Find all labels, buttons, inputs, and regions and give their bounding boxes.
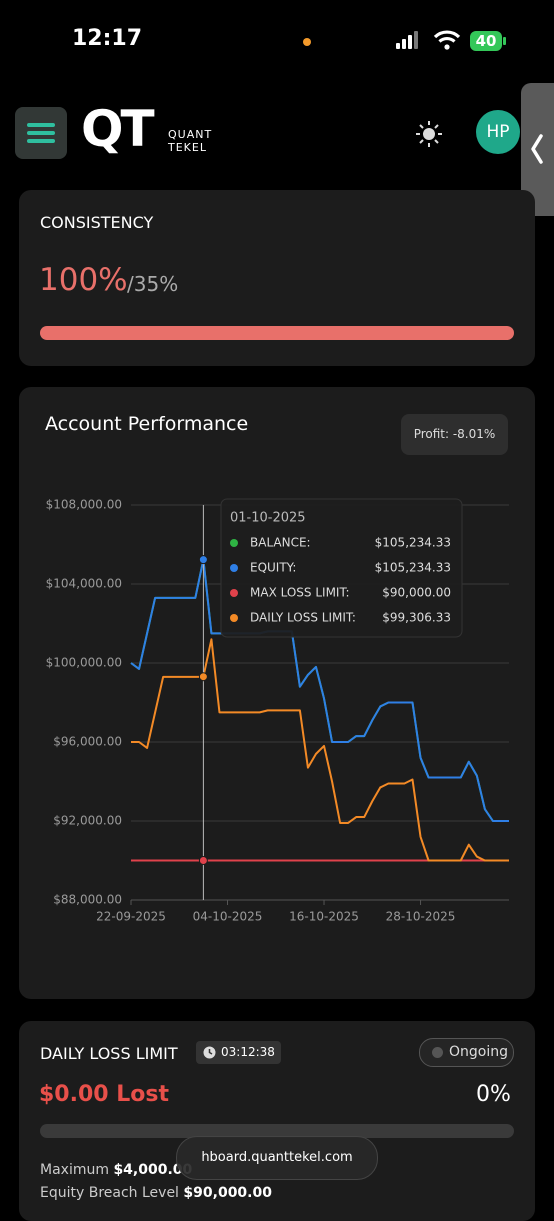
battery-tip [503, 37, 506, 45]
y-tick-label: $104,000.00 [46, 577, 122, 591]
breach-label: Equity Breach Level [40, 1185, 179, 1201]
maximum-value: $4,000.00 [113, 1162, 193, 1178]
card-title: CONSISTENCY [40, 213, 154, 232]
hover-point [198, 856, 208, 865]
signal-icon [396, 31, 418, 49]
y-tick-label: $88,000.00 [53, 893, 122, 907]
consistency-target: /35% [127, 272, 179, 296]
tooltip-swatch [230, 614, 238, 622]
profit-badge: Profit: -8.01% [401, 414, 508, 455]
breach-value: $90,000.00 [183, 1185, 272, 1201]
tooltip-swatch [230, 564, 238, 572]
status-chip: Ongoing [419, 1038, 514, 1067]
x-tick-label: 22-09-2025 [96, 910, 166, 924]
hover-point [198, 672, 208, 682]
tooltip-value: $105,234.33 [375, 536, 451, 550]
tooltip-label: BALANCE: [250, 536, 311, 550]
timer-chip: 03:12:38 [196, 1041, 281, 1064]
breach: Equity Breach Level $90,000.00 [40, 1185, 272, 1201]
status-time: 12:17 [72, 26, 143, 51]
y-tick-label: $100,000.00 [46, 656, 122, 670]
tooltip-label: EQUITY: [250, 561, 296, 575]
tooltip-swatch [230, 539, 238, 547]
series-line [131, 638, 509, 862]
x-tick-label: 04-10-2025 [193, 910, 263, 924]
logo: QT [81, 100, 155, 158]
menu-line [27, 131, 55, 135]
tooltip-value: $90,000.00 [382, 586, 451, 600]
maximum: Maximum $4,000.00 [40, 1162, 192, 1178]
card-title: Account Performance [45, 413, 249, 435]
url-bar[interactable]: hboard.quanttekel.com [176, 1136, 378, 1180]
progress-track [40, 1124, 514, 1138]
menu-line [27, 139, 55, 143]
menu-button[interactable] [15, 107, 67, 159]
chart: $88,000.00 $92,000.00 $96,000.00 $100,000.0… [46, 498, 509, 924]
performance-card: Account Performance Profit: -8.01% $88,0… [19, 387, 535, 999]
tooltip-box [220, 498, 463, 638]
timer: 03:12:38 [221, 1045, 275, 1059]
avatar[interactable]: HP [476, 110, 520, 154]
maximum-label: Maximum [40, 1162, 109, 1178]
chevron-icon [531, 134, 543, 164]
y-tick-label: $92,000.00 [53, 814, 122, 828]
tooltip-title: 01-10-2025 [230, 511, 306, 526]
tooltip-label: MAX LOSS LIMIT: [250, 586, 350, 600]
series-line [130, 558, 509, 822]
y-tick-label: $96,000.00 [53, 735, 122, 749]
clock-icon [203, 1046, 216, 1059]
card-title: DAILY LOSS LIMIT [40, 1044, 178, 1063]
lost-amount: $0.00 Lost [39, 1082, 169, 1107]
y-tick-label: $108,000.00 [46, 498, 122, 512]
progress-bar [40, 326, 514, 340]
brand-line: QUANT [168, 128, 213, 141]
status-dot [432, 1047, 443, 1058]
consistency-card: CONSISTENCY 100% /35% [19, 190, 535, 366]
x-tick-label: 16-10-2025 [289, 910, 359, 924]
tooltip-label: DAILY LOSS LIMIT: [250, 611, 356, 625]
tooltip-value: $105,234.33 [375, 561, 451, 575]
battery: 40 [470, 31, 502, 51]
brand-line: TEKEL [168, 141, 207, 154]
status: Ongoing [449, 1044, 508, 1060]
tooltip-value: $99,306.33 [382, 611, 451, 625]
wifi-icon [433, 30, 461, 50]
lost-percent: 0% [476, 1082, 511, 1107]
privacy-dot [303, 38, 311, 46]
tooltip-swatch [230, 589, 238, 597]
theme-toggle[interactable] [415, 120, 443, 148]
daily-loss-card: DAILY LOSS LIMIT 03:12:38 Ongoing $0.00 … [19, 1021, 535, 1221]
hover-point [198, 555, 208, 565]
x-tick-label: 28-10-2025 [386, 910, 456, 924]
consistency-value: 100% [39, 262, 128, 298]
menu-line [27, 123, 55, 127]
